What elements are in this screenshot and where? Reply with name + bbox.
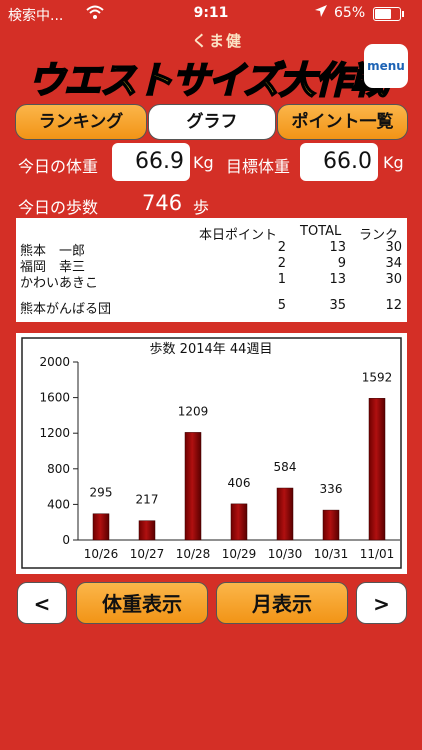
y-tick-label: 1600 bbox=[39, 391, 70, 405]
target-weight-field[interactable]: 66.0 bbox=[300, 143, 378, 181]
battery-icon bbox=[373, 7, 404, 21]
bar bbox=[138, 520, 156, 541]
member-total: 13 bbox=[329, 240, 346, 255]
y-tick-label: 2000 bbox=[39, 355, 70, 369]
member-points: 2 bbox=[277, 256, 286, 271]
y-tick-label: 0 bbox=[62, 533, 70, 547]
header-today-points: 本日ポイント bbox=[199, 228, 278, 243]
today-weight-unit: Kg bbox=[193, 153, 214, 172]
bar bbox=[322, 509, 340, 541]
bar bbox=[368, 398, 386, 541]
bar bbox=[92, 513, 110, 541]
bar-value-label: 406 bbox=[228, 476, 251, 490]
member-total: 9 bbox=[337, 256, 346, 271]
tab-bar: ランキング グラフ ポイント一覧 bbox=[15, 104, 408, 140]
points-table: 本日ポイント TOTAL ランク 熊本 一郎 2 13 30 福岡 幸三 2 9… bbox=[16, 218, 407, 322]
x-tick-label: 10/29 bbox=[222, 547, 257, 561]
bar-value-label: 217 bbox=[136, 493, 159, 507]
location-arrow-icon bbox=[314, 4, 328, 22]
bar-value-label: 1592 bbox=[362, 370, 393, 384]
today-steps-label: 今日の歩数 bbox=[18, 198, 99, 217]
x-tick-label: 10/28 bbox=[176, 547, 211, 561]
team-points: 5 bbox=[277, 298, 286, 313]
team-total: 35 bbox=[329, 298, 346, 313]
menu-button[interactable]: menu bbox=[364, 44, 408, 88]
member-name: かわいあきこ bbox=[20, 276, 99, 291]
bar-value-label: 1209 bbox=[178, 404, 209, 418]
target-weight-unit: Kg bbox=[383, 153, 404, 172]
battery-percent: 65% bbox=[334, 5, 366, 21]
x-tick-label: 10/30 bbox=[268, 547, 303, 561]
member-points: 2 bbox=[277, 240, 286, 255]
weight-display-button[interactable]: 体重表示 bbox=[76, 582, 208, 624]
member-rank: 34 bbox=[385, 256, 402, 271]
chart-title: 歩数 2014年 44週目 bbox=[150, 342, 273, 357]
target-weight-label: 目標体重 bbox=[226, 157, 291, 176]
brand-label: くま健 bbox=[192, 32, 244, 50]
member-name: 熊本 一郎 bbox=[20, 244, 86, 259]
x-tick-label: 10/31 bbox=[314, 547, 349, 561]
x-tick-label: 11/01 bbox=[360, 547, 395, 561]
header-rank: ランク bbox=[359, 228, 399, 243]
today-steps-value: 746 bbox=[142, 191, 183, 215]
month-display-button[interactable]: 月表示 bbox=[216, 582, 348, 624]
x-tick-label: 10/26 bbox=[84, 547, 119, 561]
bar-value-label: 295 bbox=[90, 486, 113, 500]
y-tick-label: 1200 bbox=[39, 426, 70, 440]
tab-graph[interactable]: グラフ bbox=[148, 104, 276, 140]
steps-unit: 歩 bbox=[193, 198, 210, 217]
today-weight-label: 今日の体重 bbox=[18, 157, 99, 176]
tab-point-list[interactable]: ポイント一覧 bbox=[277, 104, 408, 140]
clock: 9:11 bbox=[193, 5, 229, 21]
y-tick-label: 800 bbox=[47, 462, 70, 476]
x-tick-label: 10/27 bbox=[130, 547, 165, 561]
steps-bar-chart: 歩数 2014年 44週目 0 400 800 1200 1600 2000 295 10/2… bbox=[21, 337, 402, 569]
carrier-label: 検索中... bbox=[8, 8, 64, 24]
bar-value-label: 336 bbox=[320, 482, 343, 496]
member-name: 福岡 幸三 bbox=[20, 260, 86, 275]
member-rank: 30 bbox=[385, 272, 402, 287]
team-name: 熊本がんばる団 bbox=[20, 302, 112, 317]
header-total: TOTAL bbox=[300, 224, 342, 239]
status-bar: 検索中... 9:11 65% bbox=[0, 0, 422, 26]
team-rank: 12 bbox=[385, 298, 402, 313]
y-tick-label: 400 bbox=[47, 497, 70, 511]
prev-week-button[interactable]: < bbox=[17, 582, 67, 624]
bar-value-label: 584 bbox=[274, 460, 297, 474]
steps-chart-panel: 歩数 2014年 44週目 0 400 800 1200 1600 2000 295 10/2… bbox=[16, 333, 407, 574]
bar bbox=[230, 503, 248, 541]
bar bbox=[276, 487, 294, 541]
member-rank: 30 bbox=[385, 240, 402, 255]
member-total: 13 bbox=[329, 272, 346, 287]
today-weight-field[interactable]: 66.9 bbox=[112, 143, 190, 181]
wifi-icon bbox=[86, 4, 104, 24]
app-logo-title: ウエストサイズ大作戦 bbox=[27, 58, 389, 103]
tab-ranking[interactable]: ランキング bbox=[15, 104, 147, 140]
member-points: 1 bbox=[277, 272, 286, 287]
next-week-button[interactable]: > bbox=[356, 582, 407, 624]
bar bbox=[184, 432, 202, 541]
